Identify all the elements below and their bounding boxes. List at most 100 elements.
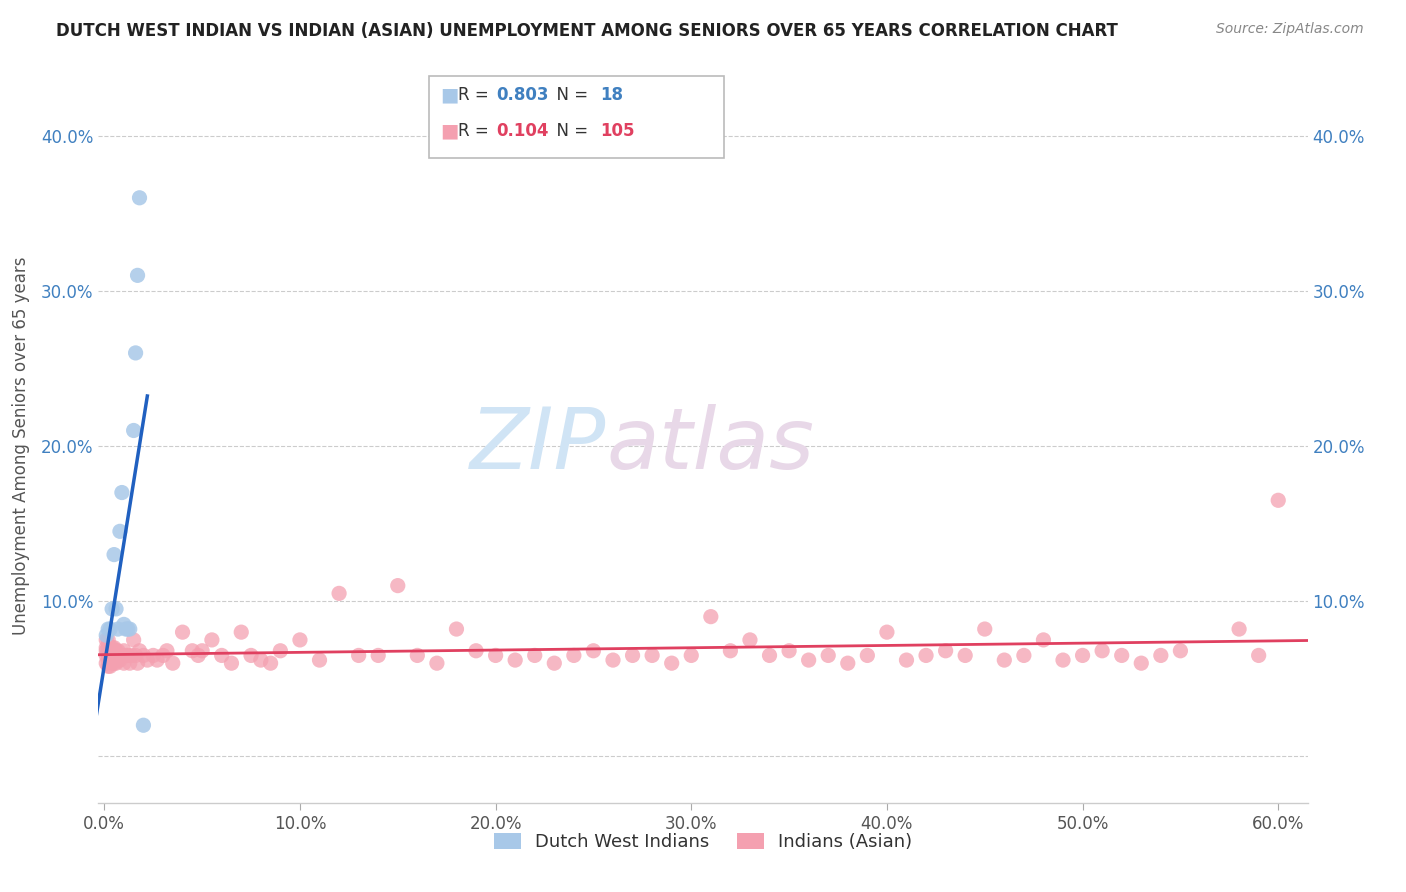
- Point: [107, 622, 129, 636]
- Text: atlas: atlas: [606, 404, 814, 488]
- Point: [103, 648, 125, 663]
- Point: [953, 648, 976, 663]
- Point: [718, 644, 741, 658]
- Point: [973, 622, 995, 636]
- Point: [221, 656, 243, 670]
- Point: [108, 648, 131, 663]
- Text: Source: ZipAtlas.com: Source: ZipAtlas.com: [1216, 22, 1364, 37]
- Point: [347, 648, 370, 663]
- Point: [124, 346, 146, 360]
- Point: [112, 644, 135, 658]
- Point: [122, 632, 145, 647]
- Point: [259, 656, 281, 670]
- Text: ■: ■: [440, 121, 458, 141]
- Text: 105: 105: [600, 122, 636, 140]
- Point: [105, 602, 128, 616]
- Point: [1267, 493, 1289, 508]
- Point: [96, 656, 118, 670]
- Point: [543, 656, 565, 670]
- Point: [426, 656, 449, 670]
- Point: [288, 632, 311, 647]
- Point: [328, 586, 350, 600]
- Point: [107, 644, 129, 658]
- Point: [156, 644, 179, 658]
- Point: [465, 644, 488, 658]
- Text: N =: N =: [546, 122, 593, 140]
- Point: [1071, 648, 1094, 663]
- Point: [96, 632, 118, 647]
- Point: [308, 653, 330, 667]
- Point: [103, 548, 125, 562]
- Point: [1111, 648, 1133, 663]
- Text: 18: 18: [600, 87, 623, 104]
- Text: 0.803: 0.803: [496, 87, 548, 104]
- Point: [146, 653, 169, 667]
- Point: [993, 653, 1015, 667]
- Point: [1247, 648, 1270, 663]
- Point: [876, 625, 898, 640]
- Point: [152, 648, 174, 663]
- Point: [201, 632, 224, 647]
- Point: [582, 644, 605, 658]
- Point: [681, 648, 703, 663]
- Point: [114, 622, 136, 636]
- Point: [269, 644, 291, 658]
- Point: [935, 644, 957, 658]
- Point: [817, 648, 839, 663]
- Point: [602, 653, 624, 667]
- Point: [127, 656, 149, 670]
- Point: [700, 609, 723, 624]
- Point: [181, 644, 204, 658]
- Point: [231, 625, 253, 640]
- Point: [107, 653, 129, 667]
- Point: [105, 644, 128, 658]
- Point: [122, 424, 145, 438]
- Point: [111, 485, 134, 500]
- Text: 0.104: 0.104: [496, 122, 548, 140]
- Point: [523, 648, 546, 663]
- Point: [132, 648, 155, 663]
- Point: [118, 622, 141, 636]
- Point: [187, 648, 209, 663]
- Point: [503, 653, 526, 667]
- Point: [96, 640, 118, 655]
- Point: [121, 648, 143, 663]
- Point: [101, 602, 124, 616]
- Point: [108, 653, 131, 667]
- Point: [641, 648, 664, 663]
- Text: R =: R =: [458, 87, 495, 104]
- Point: [101, 648, 124, 663]
- Point: [1227, 622, 1250, 636]
- Point: [96, 648, 118, 663]
- Point: [97, 622, 120, 636]
- Text: ■: ■: [440, 86, 458, 105]
- Point: [758, 648, 780, 663]
- Point: [117, 622, 139, 636]
- Point: [97, 659, 120, 673]
- Point: [124, 648, 146, 663]
- Point: [98, 640, 121, 655]
- Point: [117, 648, 139, 663]
- Point: [98, 653, 121, 667]
- Point: [132, 718, 155, 732]
- Point: [856, 648, 879, 663]
- Point: [97, 653, 120, 667]
- Point: [837, 656, 859, 670]
- Point: [240, 648, 263, 663]
- Point: [191, 644, 214, 658]
- Point: [250, 653, 273, 667]
- Point: [387, 579, 409, 593]
- Point: [128, 644, 150, 658]
- Point: [162, 656, 184, 670]
- Point: [211, 648, 233, 663]
- Text: ZIP: ZIP: [470, 404, 606, 488]
- Y-axis label: Unemployment Among Seniors over 65 years: Unemployment Among Seniors over 65 years: [11, 257, 30, 635]
- Point: [114, 648, 136, 663]
- Point: [896, 653, 918, 667]
- Text: N =: N =: [546, 87, 593, 104]
- Point: [661, 656, 683, 670]
- Point: [797, 653, 820, 667]
- Point: [103, 656, 125, 670]
- Point: [1170, 644, 1192, 658]
- Point: [142, 648, 165, 663]
